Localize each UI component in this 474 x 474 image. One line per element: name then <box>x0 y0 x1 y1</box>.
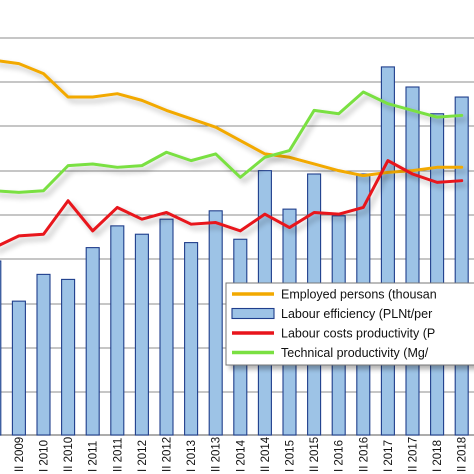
x-tick-label: II 2009 <box>14 437 26 472</box>
x-tick-label: I 2015 <box>285 440 297 472</box>
x-tick-label: I 2011 <box>88 441 100 472</box>
line-technical-productivity <box>0 90 464 194</box>
x-tick-label: I 2018 <box>432 440 444 472</box>
x-tick-label: I 2014 <box>235 439 247 472</box>
line-labour-costs <box>0 159 464 247</box>
x-tick-label: I 2013 <box>186 440 198 472</box>
bar-ii-2018 <box>454 96 469 436</box>
bar-series <box>0 66 469 436</box>
bar-ii-2012 <box>159 218 174 436</box>
x-tick-label: II 2013 <box>211 437 223 472</box>
legend-label: Labour costs productivity (P <box>281 327 435 341</box>
line-series <box>0 59 464 247</box>
x-tick-label: II 2012 <box>162 437 174 472</box>
x-tick-label: I 2017 <box>383 440 395 472</box>
legend-label: Technical productivity (Mg/ <box>281 346 429 360</box>
bar-ii-2011 <box>110 225 125 436</box>
bar-i-2012 <box>134 233 149 436</box>
bar-i-2017 <box>380 66 395 436</box>
x-tick-label: II 2014 <box>260 436 272 472</box>
x-tick-label: II 2010 <box>63 437 75 472</box>
x-tick-label: I 2009 <box>0 440 1 472</box>
bar-ii-2010 <box>61 278 76 436</box>
legend-label: Labour efficiency (PLNt/per <box>281 307 432 321</box>
bar-ii-2013 <box>208 210 223 436</box>
bar-i-2011 <box>85 247 100 436</box>
bar-ii-2017 <box>405 86 420 436</box>
x-tick-label: II 2016 <box>358 437 370 472</box>
x-tick-label: I 2012 <box>137 440 149 472</box>
bar-i-2010 <box>36 273 51 436</box>
x-tick-label: II 2015 <box>309 437 321 472</box>
bar-i-2018 <box>430 113 445 436</box>
bar-i-2009 <box>0 260 2 436</box>
line-employed-persons <box>0 59 464 178</box>
x-tick-label: I 2010 <box>39 440 51 472</box>
bar-i-2013 <box>184 242 199 436</box>
x-tick-label: II 2011 <box>112 438 124 472</box>
x-tick-label: II 2018 <box>457 437 469 472</box>
x-axis: I 2009 II 2009 I 2010 II 2010 I 2011 II 2011 I… <box>0 436 469 472</box>
x-tick-label: II 2017 <box>408 437 420 472</box>
legend: Employed persons (thousan Labour efficien… <box>225 282 474 366</box>
legend-label: Employed persons (thousan <box>281 288 437 302</box>
x-tick-label: I 2016 <box>334 440 346 472</box>
bar-ii-2009 <box>11 300 26 436</box>
legend-swatch-bar <box>231 307 275 320</box>
